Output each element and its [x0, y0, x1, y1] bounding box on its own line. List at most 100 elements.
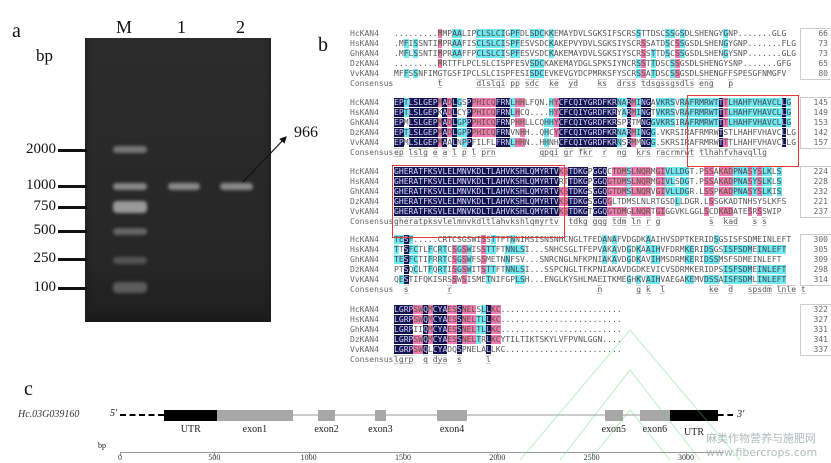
residue: S [704, 187, 709, 196]
residue: L [394, 345, 399, 354]
residue: L [553, 335, 559, 344]
residue: I [447, 265, 453, 274]
residue: D [694, 49, 700, 58]
residue: S [665, 197, 671, 206]
residue: . [597, 325, 603, 334]
residue: L [689, 29, 695, 38]
consensus-residue: m [766, 285, 772, 294]
residue: S [733, 255, 738, 264]
number-column-box [800, 28, 831, 80]
residue: T [486, 265, 491, 274]
consensus-residue: y [539, 217, 545, 226]
residue: L [587, 59, 593, 68]
residue: A [728, 197, 734, 206]
residue: K [495, 345, 501, 354]
residue: L [515, 245, 520, 254]
residue: R [544, 207, 549, 216]
sequence-position: 237 [813, 207, 828, 216]
consensus-residue: m [534, 217, 540, 226]
residue: S [413, 49, 419, 58]
consensus-residue: a [442, 355, 448, 364]
residue: L [427, 345, 433, 354]
residue: P [510, 49, 516, 58]
residue: F [752, 128, 758, 137]
residue: V [466, 177, 472, 186]
exon-block-6 [639, 410, 670, 421]
residue: S [519, 59, 525, 68]
residue: G [684, 49, 690, 58]
residue: G [587, 128, 593, 137]
residue: G [645, 128, 651, 137]
residue: N [733, 59, 738, 68]
consensus-residue: p [544, 148, 549, 157]
residue: D [582, 39, 588, 48]
consensus-residue: h [733, 148, 738, 157]
consensus-residue: r [587, 148, 593, 157]
residue: E [447, 325, 453, 334]
residue: K [558, 39, 564, 48]
residue: C [413, 245, 419, 254]
feature-label: UTR [684, 427, 705, 438]
residue: M [636, 118, 642, 127]
residue: A [723, 207, 729, 216]
residue: S [694, 29, 700, 38]
residue: E [563, 49, 569, 58]
residue: S [655, 29, 661, 38]
residue: . [747, 49, 753, 58]
residue: C [490, 59, 496, 68]
residue: M [456, 187, 462, 196]
residue: S [563, 245, 569, 254]
residue: N [461, 315, 467, 324]
residue: F [611, 69, 617, 78]
residue: I [578, 98, 583, 107]
consensus-residue: r [641, 148, 646, 157]
sequence-name: DzKAN4 [350, 128, 379, 137]
residue: H [476, 98, 482, 107]
residue: . [539, 108, 545, 117]
residue: A [442, 108, 448, 117]
residue: S [684, 69, 690, 78]
sequence-position: 224 [813, 167, 828, 176]
residue: Q [524, 108, 530, 117]
residue: T [486, 197, 491, 206]
residue: S [674, 128, 680, 137]
residue: G [626, 275, 632, 284]
residue: S [413, 335, 419, 344]
residue: C [670, 49, 675, 58]
alignment-row: HcKAN4 LGRPSWQMCYAESSNELSLLKC............… [350, 305, 622, 314]
residue: K [660, 98, 666, 107]
residue: F [665, 245, 671, 254]
residue: P [587, 177, 593, 186]
residue: C [495, 335, 501, 344]
residue: R [631, 69, 637, 78]
residue: G [679, 69, 685, 78]
residue: G [655, 177, 661, 186]
residue: T [418, 167, 424, 176]
residue: V [587, 39, 593, 48]
residue: M [752, 235, 758, 244]
residue: N [762, 275, 767, 284]
residue: M [486, 255, 491, 264]
residue: S [728, 245, 734, 254]
residue: A [713, 167, 719, 176]
lane2-band [220, 183, 253, 190]
residue: G [398, 315, 404, 324]
consensus-residue: f [578, 148, 583, 157]
residue: . [766, 39, 772, 48]
residue: A [723, 177, 729, 186]
residue: P [510, 39, 516, 48]
residue: G [587, 335, 593, 344]
residue: G [597, 197, 603, 206]
residue: L [490, 29, 496, 38]
residue: D [573, 207, 579, 216]
residue: H [747, 128, 753, 137]
residue: F [510, 69, 516, 78]
consensus-residue: l [752, 148, 758, 157]
residue: S [708, 245, 714, 254]
residue: K [437, 108, 443, 117]
residue: A [616, 265, 622, 274]
residue: H [515, 118, 520, 127]
residue: L [781, 138, 787, 147]
consensus-residue: g [762, 148, 767, 157]
marker-band-750 [113, 201, 147, 213]
